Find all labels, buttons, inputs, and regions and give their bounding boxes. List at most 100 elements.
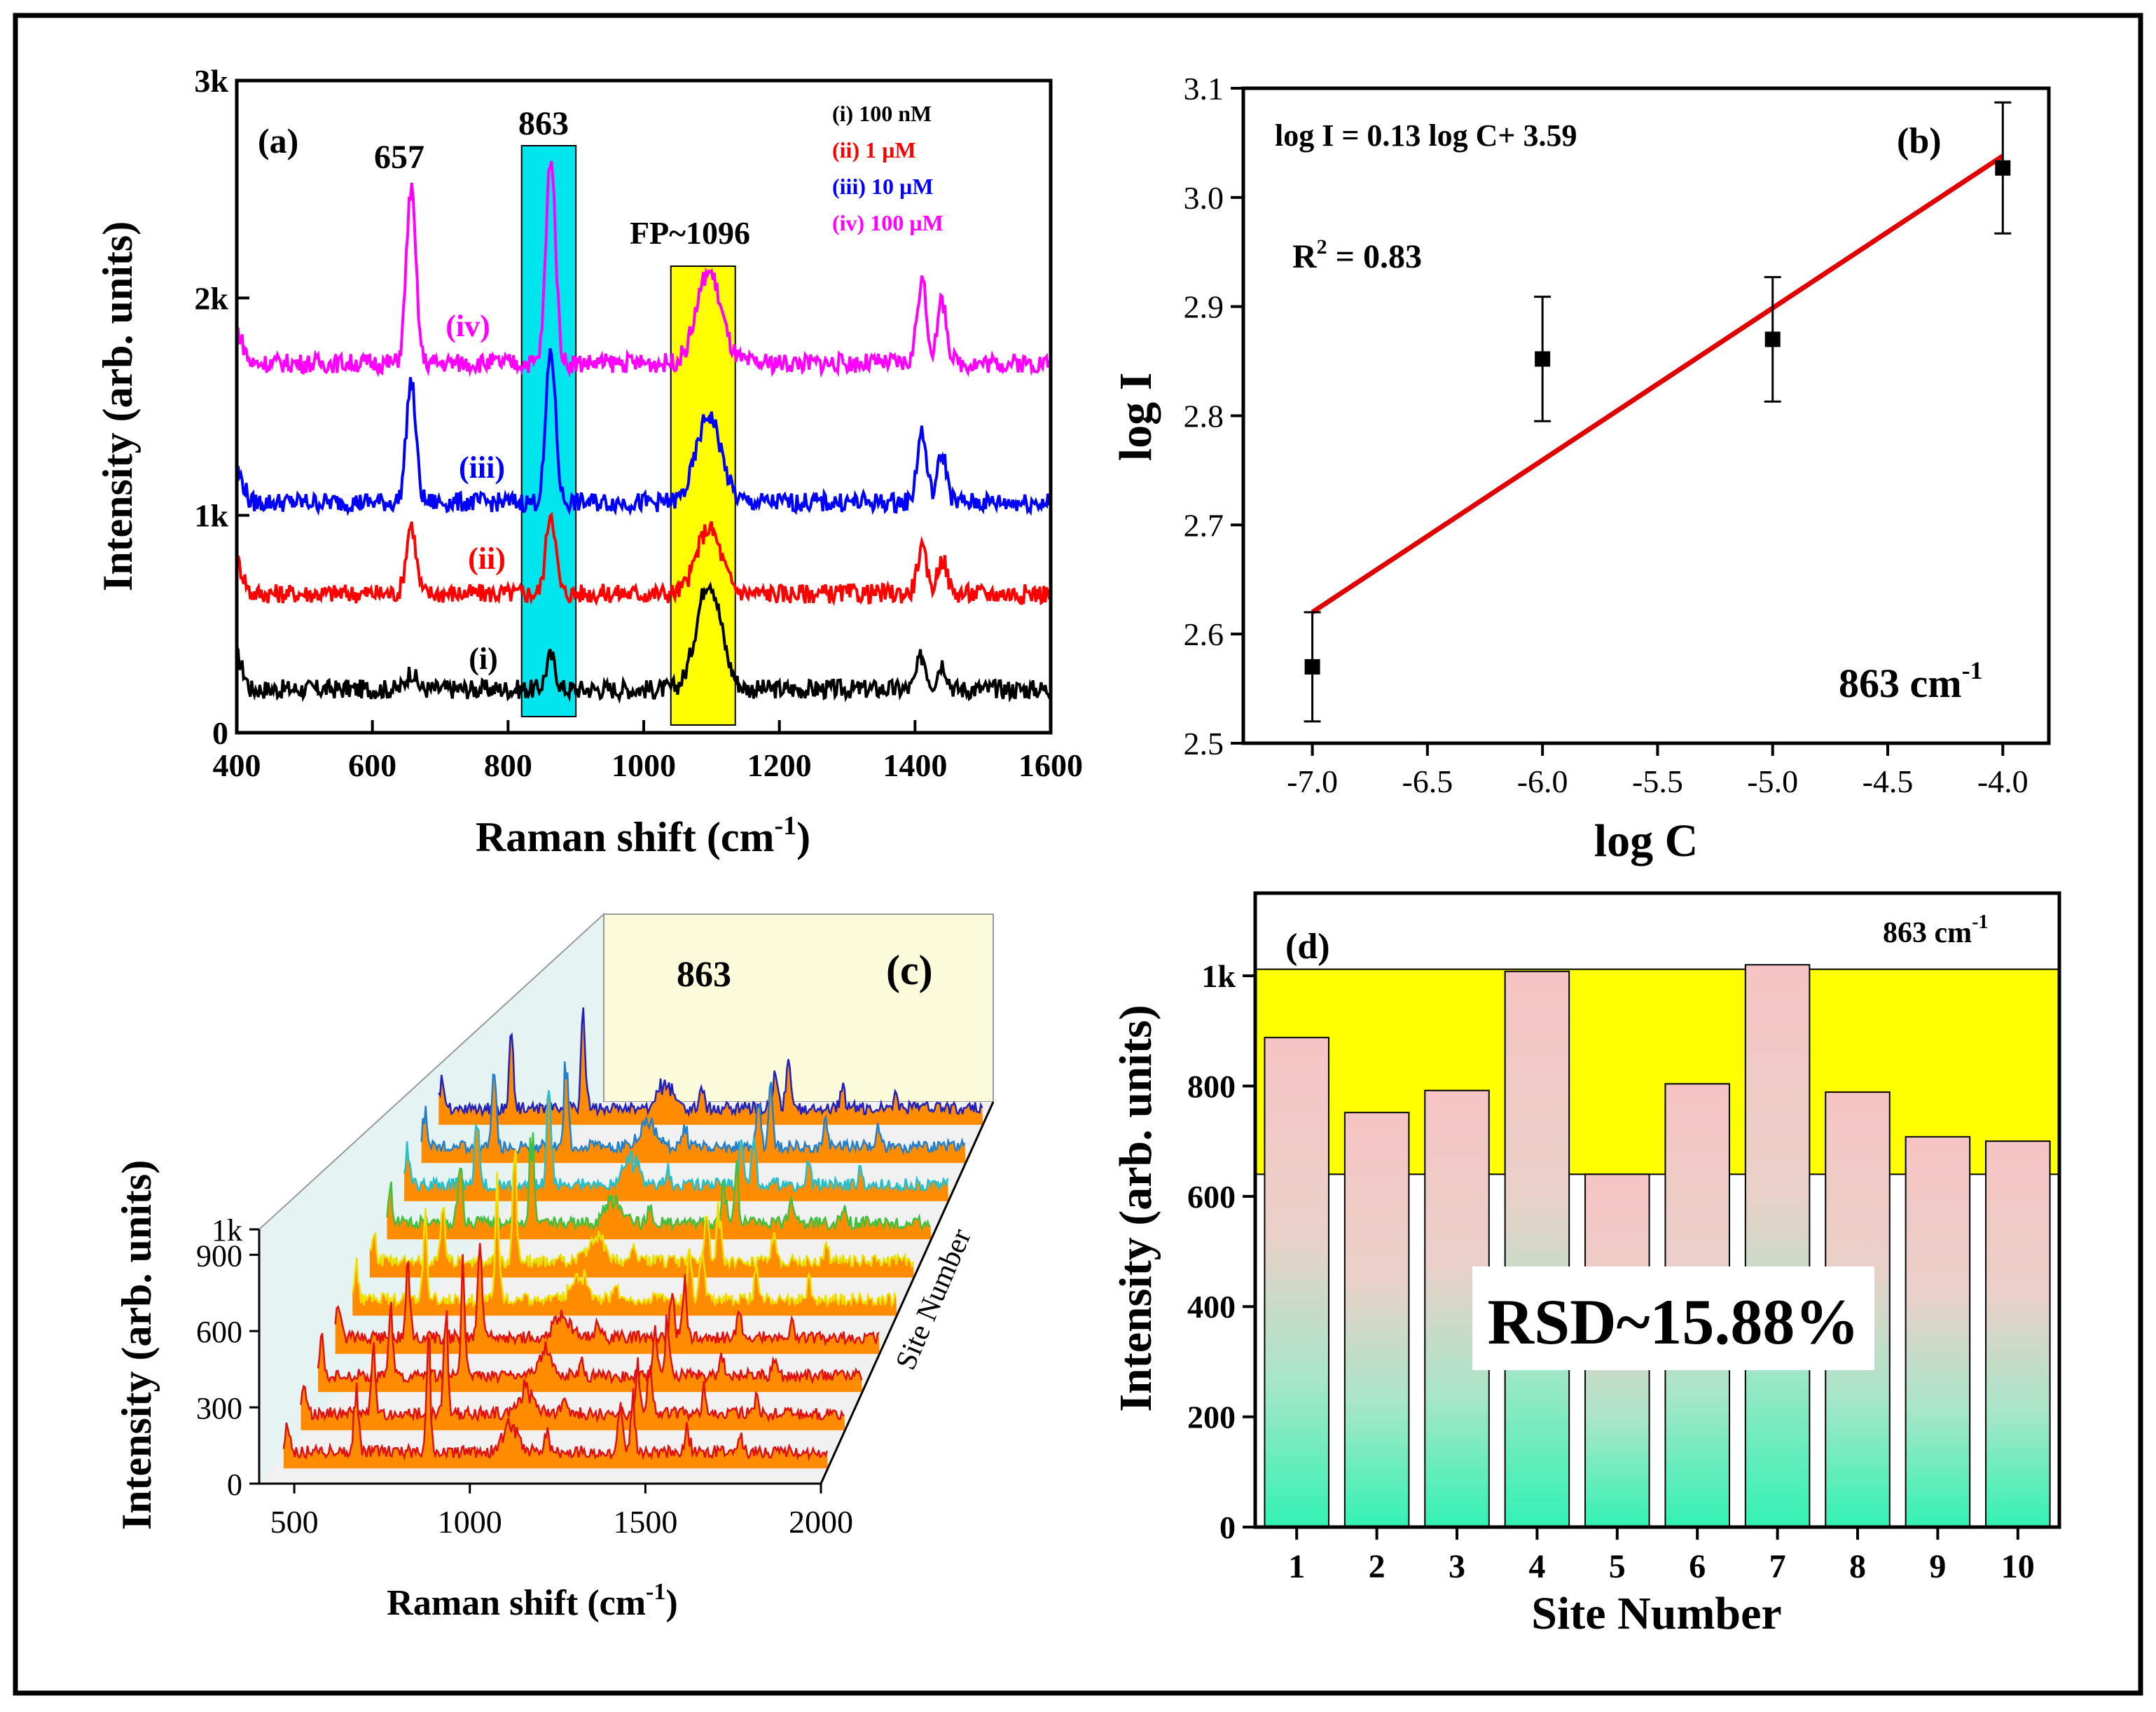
site-spectrum-line-9 bbox=[420, 1061, 966, 1156]
y-tick-label: 0 bbox=[212, 715, 228, 751]
bar-site-10 bbox=[1985, 1140, 2051, 1528]
site-spectrum-line-8 bbox=[403, 1090, 949, 1194]
y-tick-label: 800 bbox=[1187, 1068, 1236, 1104]
x-tick-label: 10 bbox=[2001, 1548, 2035, 1585]
panel-b-band-label: 863 cm-1 bbox=[1839, 656, 1983, 706]
band-label-863: 863 bbox=[518, 105, 569, 142]
data-point-2 bbox=[1535, 351, 1551, 367]
panel-b-y-axis-title: log I bbox=[1110, 373, 1161, 462]
y-tick-label: 3.1 bbox=[1184, 71, 1224, 106]
panel-b-plot-area bbox=[1243, 88, 2049, 743]
y-tick-label: 600 bbox=[1187, 1179, 1236, 1215]
spectrum-line-iv bbox=[235, 160, 1052, 378]
legend-entry-iv: (iv) 100 µM bbox=[832, 210, 944, 235]
rsd-annotation: RSD~15.88% bbox=[1488, 1286, 1860, 1358]
y-tick-label: 2.9 bbox=[1184, 289, 1224, 325]
x-tick-label: 2 bbox=[1369, 1548, 1385, 1585]
x-tick-label: -4.5 bbox=[1863, 764, 1914, 799]
x-tick-label: 1200 bbox=[747, 747, 812, 783]
y-tick-label: 300 bbox=[196, 1391, 242, 1425]
panel-d-frame bbox=[1253, 891, 2061, 1529]
data-point-4 bbox=[1995, 160, 2011, 176]
y-tick-label: 1k bbox=[1201, 958, 1236, 994]
band-label-fp: FP~1096 bbox=[630, 215, 750, 251]
series-label-iii: (iii) bbox=[459, 450, 505, 485]
panel-c-x-axis-title: Raman shift (cm-1) bbox=[387, 1579, 677, 1623]
x-tick-label: 400 bbox=[213, 747, 261, 783]
x-tick-label: 500 bbox=[270, 1504, 319, 1540]
x-tick-label: -7.0 bbox=[1287, 764, 1338, 799]
spectrum-line-ii bbox=[235, 511, 1052, 607]
site-spectrum-line-10 bbox=[438, 1007, 983, 1118]
x-tick-label: 1 bbox=[1288, 1548, 1305, 1585]
y-tick-label: 3.0 bbox=[1184, 180, 1224, 216]
highlight-band-1 bbox=[520, 145, 577, 717]
site-spectrum-line-5 bbox=[352, 1171, 897, 1309]
panel-c-back-panel bbox=[603, 913, 994, 1103]
y-tick-label: 3k bbox=[194, 63, 228, 99]
y-tick-label: 400 bbox=[1187, 1289, 1236, 1325]
panel-a-y-axis-title: Intensity (arb. units) bbox=[95, 221, 141, 591]
series-label-i: (i) bbox=[469, 642, 498, 676]
panel-c-peak-label: 863 bbox=[677, 955, 731, 995]
panel-d-label: (d) bbox=[1285, 927, 1330, 967]
site-spectrum-line-1 bbox=[282, 1337, 828, 1461]
series-label-ii: (ii) bbox=[468, 541, 506, 576]
panel-c-y-axis-title: Intensity (arb. units) bbox=[113, 1160, 160, 1530]
bar-site-7 bbox=[1744, 964, 1811, 1528]
y-tick-label: 2.8 bbox=[1184, 399, 1224, 434]
data-point-1 bbox=[1304, 658, 1320, 675]
x-tick-label: -5.0 bbox=[1747, 764, 1798, 799]
y-tick-label: 2k bbox=[194, 280, 228, 316]
y-tick-label: 2.5 bbox=[1184, 726, 1224, 761]
panel-a: 400 600 800 1000 1200 1400 1600 0 1k 2k 3k (a) 657… bbox=[95, 63, 1083, 860]
x-tick-label: 8 bbox=[1849, 1548, 1866, 1585]
panel-b-label: (b) bbox=[1897, 121, 1942, 161]
series-label-iv: (iv) bbox=[445, 309, 490, 343]
site-spectrum-line-4 bbox=[334, 1243, 880, 1347]
x-tick-label: 3 bbox=[1449, 1548, 1465, 1585]
panel-a-plot-area bbox=[237, 81, 1051, 733]
y-tick-label: 0 bbox=[227, 1468, 242, 1502]
x-tick-label: 1400 bbox=[883, 747, 947, 783]
panel-b-x-axis-title: log C bbox=[1594, 815, 1699, 867]
site-spectrum-line-7 bbox=[386, 1132, 931, 1232]
x-tick-label: 9 bbox=[1929, 1548, 1946, 1585]
x-tick-label: 5 bbox=[1609, 1548, 1626, 1585]
linear-fit-line bbox=[1311, 153, 2005, 614]
legend-entry-ii: (ii) 1 µM bbox=[832, 137, 916, 163]
site-spectrum-line-6 bbox=[369, 1149, 914, 1271]
site-spectrum-fill-1 bbox=[283, 1337, 828, 1469]
x-tick-label: 1000 bbox=[438, 1504, 502, 1540]
panel-a-label: (a) bbox=[258, 121, 298, 160]
y-tick-label: 2.7 bbox=[1184, 507, 1224, 543]
x-tick-label: 1600 bbox=[1018, 747, 1083, 783]
x-tick-label: -5.5 bbox=[1632, 764, 1683, 799]
x-tick-label: -6.0 bbox=[1517, 764, 1568, 799]
panel-a-x-axis-title: Raman shift (cm-1) bbox=[476, 811, 810, 860]
x-tick-label: -4.0 bbox=[1977, 764, 2029, 799]
panel-b-equation: log I = 0.13 log C+ 3.59 bbox=[1275, 118, 1577, 153]
rsd-annotation-box bbox=[1472, 1266, 1874, 1370]
x-tick-label: -6.5 bbox=[1402, 764, 1453, 799]
panel-d-x-axis-title: Site Number bbox=[1531, 1588, 1781, 1639]
x-tick-label: 4 bbox=[1528, 1548, 1545, 1585]
panel-b: -7.0 -6.5 -6.0 -5.5 -5.0 -4.5 -4.0 2.5 2.6 2.7 2.8… bbox=[1110, 71, 2051, 867]
y-tick-label: 2.6 bbox=[1184, 616, 1224, 652]
bar-site-1 bbox=[1264, 1037, 1329, 1528]
panel-c-depth-axis bbox=[820, 1101, 995, 1484]
panel-c-label: (c) bbox=[886, 947, 933, 993]
x-tick-label: 7 bbox=[1769, 1548, 1786, 1585]
data-point-3 bbox=[1764, 331, 1781, 347]
x-tick-label: 800 bbox=[484, 747, 532, 783]
y-tick-label: 1k bbox=[212, 1213, 242, 1248]
x-tick-label: 1500 bbox=[613, 1504, 677, 1540]
x-tick-label: 2000 bbox=[789, 1504, 853, 1540]
bar-site-4 bbox=[1504, 970, 1570, 1528]
panel-d-band-label: 863 cm-1 bbox=[1883, 911, 1988, 949]
site-spectrum-line-2 bbox=[300, 1310, 845, 1423]
